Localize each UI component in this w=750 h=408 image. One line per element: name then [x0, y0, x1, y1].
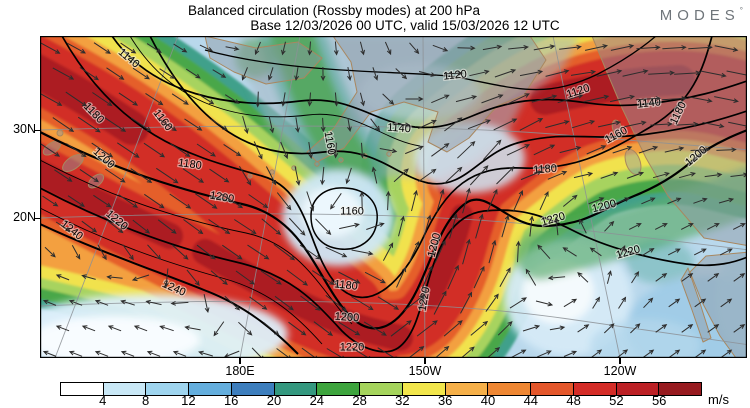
contour-label: 1220: [416, 286, 432, 312]
colorbar-cell: [445, 383, 489, 395]
colorbar-tick-label: 36: [437, 393, 453, 408]
lon-tick-label: 150W: [408, 364, 442, 378]
lon-tick-mark: [424, 358, 426, 364]
colorbar-cell: [573, 383, 617, 395]
height-contours: [40, 36, 747, 355]
colorbar-tick-label: 4: [99, 393, 107, 408]
colorbar-cell: [659, 383, 702, 395]
colorbar-cell: [231, 383, 275, 395]
colorbar-cell: [531, 383, 574, 395]
map-layers: 1120112011401140114011601160116011601180…: [40, 36, 747, 358]
colorbar-cell: [488, 383, 532, 395]
contour-label: 1200: [334, 311, 359, 325]
map-border: [40, 36, 747, 358]
colorbar-tick-label: 48: [566, 393, 581, 408]
colorbar-tick-label: 32: [395, 393, 410, 408]
page-subtitle: Base 12/03/2026 00 UTC, valid 15/03/2026…: [250, 18, 560, 33]
contour-label: 1160: [322, 130, 338, 155]
colorbar-tick-label: 8: [141, 393, 150, 408]
colorbar-cell: [360, 383, 403, 395]
aleutian-island: [386, 151, 392, 157]
wind-speed-shading: [40, 36, 747, 358]
contour-label: 1180: [334, 278, 359, 292]
colorbar-tick-label: 52: [609, 393, 624, 408]
contour-label: 1120: [443, 68, 468, 82]
colorbar-tick-label: 24: [309, 393, 325, 408]
land-japan: [56, 129, 64, 137]
colorbar-cell: [146, 383, 190, 395]
landmasses: [42, 36, 747, 358]
colorbar-tick-label: 56: [651, 393, 667, 408]
colorbar-cell: [616, 383, 660, 395]
colorbar-cell: [402, 383, 446, 395]
land-north-america: [591, 36, 747, 246]
land-mexico: [689, 251, 747, 358]
page-title: Balanced circulation (Rossby modes) at 2…: [188, 3, 480, 18]
contour-label: 1180: [533, 163, 557, 177]
colorbar-tick-label: 28: [352, 393, 367, 408]
colorbar-tick-label: 44: [523, 393, 539, 408]
colorbar-cell: [61, 383, 104, 395]
lat-tick-label: 20N: [13, 210, 36, 224]
contour-label: 1200: [209, 189, 235, 205]
aleutian-island: [247, 173, 253, 179]
land-baja: [680, 267, 712, 343]
aleutian-island: [338, 157, 344, 163]
lon-tick-mark: [619, 358, 621, 364]
colorbar-tick-label: 40: [480, 393, 496, 408]
wind-vectors: [40, 41, 747, 358]
colorbar-units: m/s: [708, 392, 729, 407]
lon-tick-label: 120W: [603, 364, 637, 378]
colorbar-tick-label: 16: [223, 393, 239, 408]
lat-tick-label: 30N: [13, 122, 36, 136]
lon-tick-label: 180E: [225, 364, 255, 378]
colorbar: [60, 382, 702, 396]
colorbar-tick-label: 12: [181, 393, 196, 408]
colorbar-cell: [317, 383, 361, 395]
lat-tick-mark: [34, 129, 40, 131]
logo-degree-mark: °: [739, 6, 743, 15]
modes-logo: MODES°: [659, 6, 743, 24]
colorbar-cell: [103, 383, 147, 395]
colorbar-cell: [274, 383, 318, 395]
lon-tick-mark: [239, 358, 241, 364]
aleutian-island: [269, 169, 275, 175]
colorbar-cell: [189, 383, 232, 395]
map-canvas: 1120112011401140114011601160116011601180…: [40, 36, 747, 358]
lat-tick-mark: [34, 217, 40, 219]
contour-label: 1160: [340, 206, 364, 218]
aleutian-island: [314, 161, 320, 167]
colorbar-tick-label: 20: [266, 393, 282, 408]
contour-label: 1220: [340, 342, 364, 354]
